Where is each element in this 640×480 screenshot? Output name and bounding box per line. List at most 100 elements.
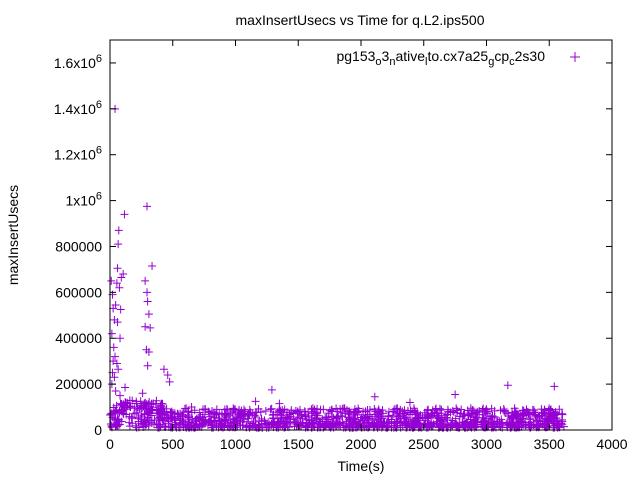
data-point — [206, 412, 215, 421]
data-point — [344, 421, 353, 430]
plus-marker — [159, 365, 168, 374]
data-point — [112, 279, 121, 288]
plus-marker — [158, 399, 167, 408]
plus-marker — [308, 422, 317, 431]
data-point — [163, 414, 172, 423]
plus-marker — [133, 402, 142, 411]
plus-marker — [198, 413, 207, 422]
plus-marker — [195, 408, 204, 417]
data-point — [221, 418, 230, 427]
x-axis: 0 500 1000 1500 2000 2500 3000 3500 4000 — [106, 40, 628, 452]
plus-marker — [203, 421, 212, 430]
plus-marker — [130, 409, 139, 418]
plus-marker — [378, 406, 387, 415]
data-point — [163, 370, 172, 379]
plus-marker — [365, 405, 374, 414]
plus-marker — [139, 420, 148, 429]
plus-marker — [164, 419, 173, 428]
data-point — [316, 419, 325, 428]
data-point — [375, 407, 384, 416]
data-point — [427, 410, 436, 419]
data-point — [301, 408, 310, 417]
plus-marker — [326, 419, 335, 428]
data-point — [158, 399, 167, 408]
data-point — [495, 417, 504, 426]
data-point — [134, 413, 143, 422]
data-point — [195, 408, 204, 417]
plus-marker — [128, 396, 137, 405]
plus-marker — [113, 409, 122, 418]
y-axis-label: maxInsertUsecs — [5, 185, 21, 285]
plus-marker — [256, 408, 265, 417]
plus-marker — [281, 415, 290, 424]
data-point — [467, 410, 476, 419]
data-point — [503, 381, 512, 390]
plus-marker — [370, 392, 379, 401]
plus-marker — [251, 412, 260, 421]
data-point — [447, 420, 456, 429]
plus-marker — [414, 414, 423, 423]
plus-marker — [448, 416, 457, 425]
plus-marker — [143, 202, 152, 211]
data-point — [497, 415, 506, 424]
plus-marker — [147, 403, 156, 412]
data-point — [456, 409, 465, 418]
data-point — [407, 419, 416, 428]
plus-marker — [336, 421, 345, 430]
data-point — [313, 404, 322, 413]
plus-marker — [537, 405, 546, 414]
data-point — [246, 422, 255, 431]
data-point — [165, 377, 174, 386]
plus-marker — [515, 422, 524, 431]
plus-marker — [114, 415, 123, 424]
plus-marker — [435, 404, 444, 413]
data-point — [508, 412, 517, 421]
data-point — [144, 409, 153, 418]
data-point — [113, 264, 122, 273]
plus-marker — [510, 408, 519, 417]
plus-marker — [328, 420, 337, 429]
plus-marker — [251, 421, 260, 430]
data-point — [157, 409, 166, 418]
plus-marker — [437, 422, 446, 431]
y-tick-label: 600000 — [55, 284, 102, 300]
data-point — [148, 261, 157, 270]
plus-marker — [152, 396, 161, 405]
data-point — [269, 418, 278, 427]
plus-marker — [557, 409, 566, 418]
plus-marker — [148, 261, 157, 270]
plus-marker — [427, 410, 436, 419]
data-point — [152, 406, 161, 415]
data-point — [156, 420, 165, 429]
y-tick-label: 1.4x106 — [54, 99, 102, 117]
data-point — [184, 415, 193, 424]
plus-marker — [246, 422, 255, 431]
plus-marker — [472, 408, 481, 417]
y-tick-label: 200000 — [55, 376, 102, 392]
plus-marker — [502, 421, 511, 430]
plus-marker — [430, 408, 439, 417]
data-point — [441, 411, 450, 420]
data-point — [114, 415, 123, 424]
data-point — [404, 408, 413, 417]
data-point — [448, 406, 457, 415]
data-point — [389, 407, 398, 416]
plus-marker — [295, 421, 304, 430]
plus-marker — [344, 421, 353, 430]
data-point — [113, 409, 122, 418]
plus-marker — [233, 413, 242, 422]
plus-marker — [146, 323, 155, 332]
data-point — [371, 412, 380, 421]
plus-marker — [132, 408, 141, 417]
data-point — [114, 226, 123, 235]
data-point — [116, 391, 125, 400]
plus-marker — [285, 410, 294, 419]
plus-marker — [115, 283, 124, 292]
plus-marker — [346, 415, 355, 424]
data-point — [152, 396, 161, 405]
data-point — [190, 406, 199, 415]
data-point — [461, 420, 470, 429]
data-point — [226, 410, 235, 419]
data-point — [143, 288, 152, 297]
data-point — [472, 408, 481, 417]
